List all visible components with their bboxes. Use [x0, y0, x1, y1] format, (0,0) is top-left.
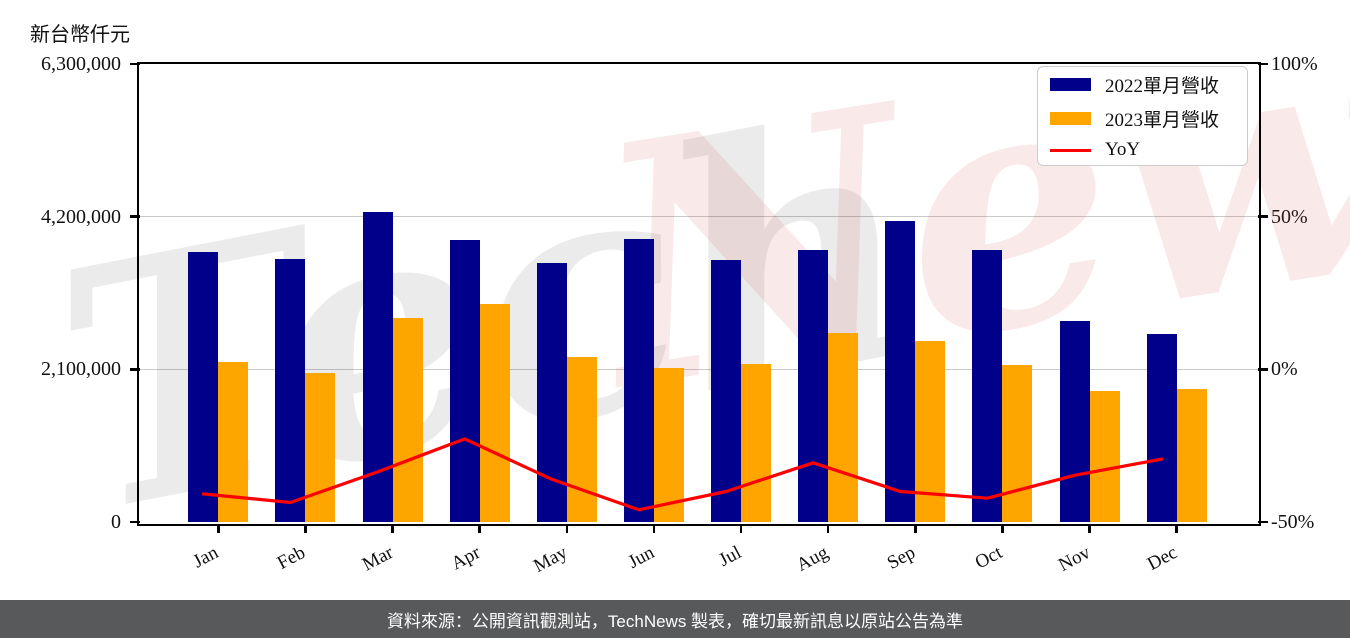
- bar-2023-nov: [1089, 391, 1120, 522]
- bar-2022-feb: [275, 258, 306, 522]
- y-tick-left-3: [130, 520, 140, 524]
- legend-label-yoy: YoY: [1105, 139, 1141, 160]
- bar-2022-jun: [623, 238, 654, 522]
- x-tick-nov: [1088, 524, 1091, 533]
- yoy-line-layer: [201, 437, 1164, 512]
- bar-2023-dec: [1176, 389, 1207, 522]
- y-tick-left-2: [130, 368, 140, 371]
- y-tick-label-left-0: 6,300,000: [41, 53, 121, 75]
- y-tick-label-right-1: 50%: [1271, 205, 1308, 228]
- legend-item-yoy: YoY: [1050, 139, 1235, 161]
- y-tick-right-1: [1258, 215, 1268, 218]
- y-tick-left-0: [130, 62, 140, 66]
- x-tick-may: [565, 524, 569, 533]
- y-tick-label-left-2: 2,100,000: [41, 358, 121, 381]
- bar-2022-dec: [1146, 334, 1177, 522]
- legend-swatch-2023: [1050, 112, 1091, 125]
- y-axis-unit-label: 新台幣仟元: [30, 24, 130, 46]
- x-tick-oct: [1001, 524, 1004, 533]
- y-tick-label-left-1: 4,200,000: [41, 205, 121, 228]
- x-tick-dec: [1175, 524, 1178, 533]
- y-tick-right-0: [1258, 62, 1268, 66]
- x-tick-mar: [391, 524, 394, 533]
- x-tick-feb: [304, 524, 307, 533]
- bar-2023-oct: [1002, 364, 1033, 522]
- legend-label-2022: 2022單月營收: [1105, 76, 1220, 97]
- bar-2023-aug: [828, 333, 859, 522]
- bar-2022-aug: [798, 250, 829, 522]
- bar-2023-jun: [653, 368, 684, 522]
- x-tick-apr: [478, 524, 481, 533]
- y-tick-label-right-3: -50%: [1271, 511, 1315, 533]
- legend: 2022單月營收 2023單月營收 YoY: [1037, 66, 1248, 166]
- y-tick-label-right-0: 100%: [1271, 53, 1318, 75]
- legend-swatch-2022: [1050, 78, 1091, 91]
- x-tick-jan: [217, 524, 220, 533]
- x-tick-jul: [739, 524, 743, 533]
- footer-source-text: 資料來源：公開資訊觀測站，TechNews 製表，確切最新訊息以原站公告為準: [386, 611, 964, 631]
- x-tick-sep: [914, 524, 917, 533]
- y-tick-right-3: [1258, 520, 1268, 524]
- y-tick-right-2: [1258, 368, 1268, 371]
- yoy-line: [201, 437, 1164, 512]
- gridline-2100000: [140, 368, 1258, 371]
- y-tick-label-right-2: 0%: [1271, 358, 1298, 381]
- gridline-4200000: [140, 215, 1258, 218]
- bar-2022-sep: [885, 220, 916, 522]
- y-tick-label-left-3: 0: [111, 511, 121, 533]
- legend-item-2023: 2023單月營收: [1050, 105, 1235, 132]
- legend-swatch-yoy: [1050, 148, 1091, 152]
- legend-label-2023: 2023單月營收: [1105, 110, 1220, 131]
- bar-2023-jul: [741, 364, 772, 522]
- legend-item-2022: 2022單月營收: [1050, 71, 1235, 98]
- bar-2022-jan: [188, 251, 219, 522]
- bar-2023-mar: [392, 317, 423, 522]
- bar-2022-nov: [1059, 321, 1090, 522]
- y-tick-left-1: [130, 215, 140, 218]
- bar-2022-jul: [711, 259, 742, 522]
- bar-2022-apr: [449, 240, 480, 522]
- bar-2022-oct: [972, 250, 1003, 522]
- footer-source-bar: 資料來源：公開資訊觀測站，TechNews 製表，確切最新訊息以原站公告為準: [0, 600, 1350, 638]
- bar-2023-apr: [479, 303, 510, 522]
- x-tick-jun: [652, 524, 656, 533]
- x-tick-aug: [826, 524, 830, 533]
